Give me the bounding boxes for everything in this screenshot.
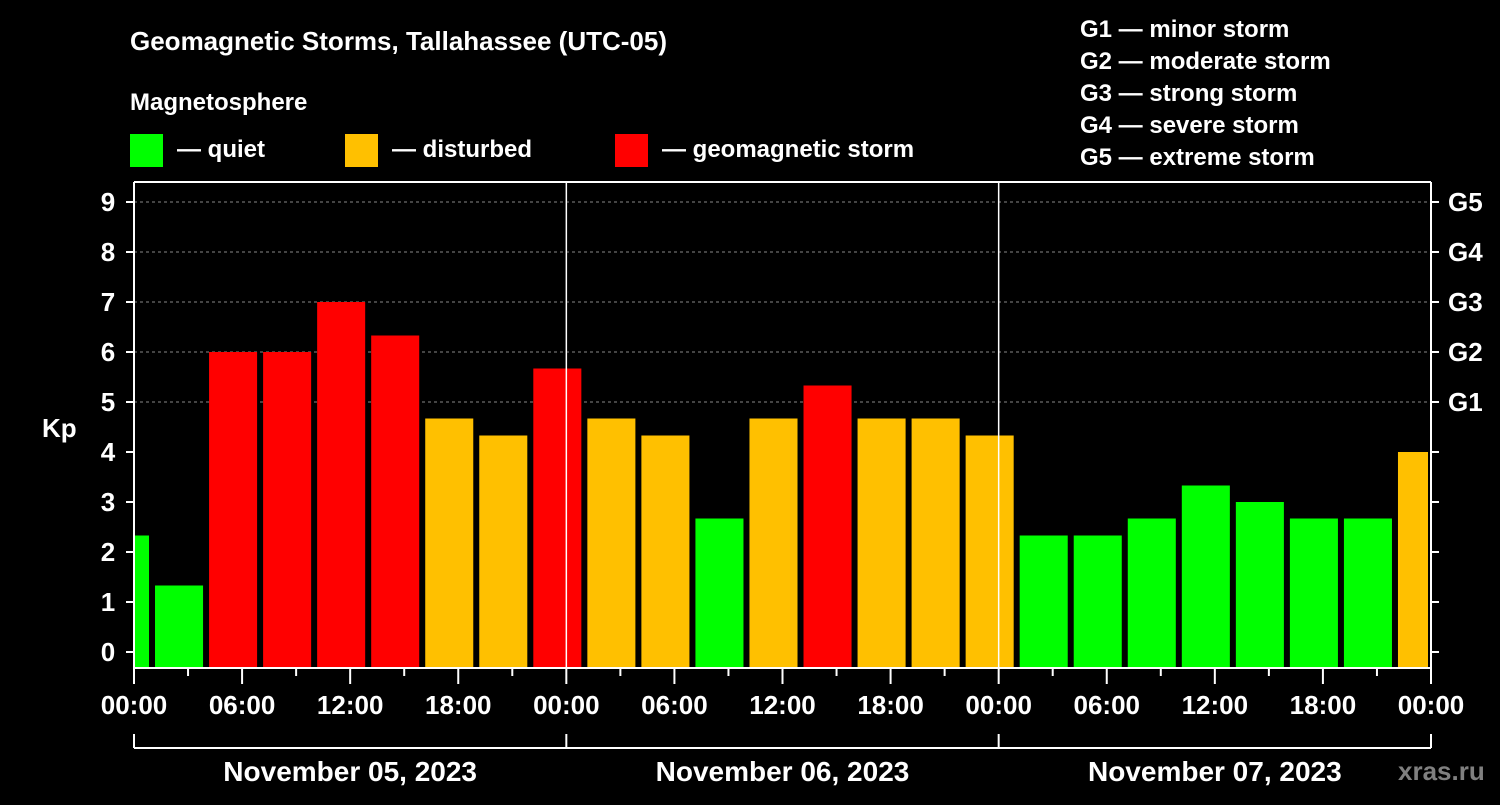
storm-scale-item: G1 — minor storm xyxy=(1080,16,1289,43)
bars xyxy=(135,302,1428,668)
legend-title: Magnetosphere xyxy=(130,89,307,116)
x-tick-label: 00:00 xyxy=(1398,690,1465,720)
date-label: November 06, 2023 xyxy=(656,756,910,787)
date-label: November 05, 2023 xyxy=(223,756,477,787)
storm-level-label: G1 xyxy=(1448,387,1483,417)
y-tick-label: 1 xyxy=(101,587,115,617)
storm-scale-item: G2 — moderate storm xyxy=(1080,48,1331,75)
legend-label: — quiet xyxy=(177,136,265,163)
kp-bar xyxy=(641,435,690,668)
legend-swatch xyxy=(345,134,378,167)
x-tick-label: 00:00 xyxy=(533,690,600,720)
storm-level-label: G3 xyxy=(1448,287,1483,317)
legend: — quiet — disturbed — geomagnetic storm xyxy=(130,134,914,167)
storm-scale-item: G4 — severe storm xyxy=(1080,112,1299,139)
watermark: xras.ru xyxy=(1398,756,1485,786)
y-tick-label: 4 xyxy=(101,437,116,467)
x-tick-label: 06:00 xyxy=(1074,690,1141,720)
y-tick-label: 5 xyxy=(101,387,115,417)
storm-scale-item: G5 — extreme storm xyxy=(1080,144,1315,171)
kp-bar xyxy=(1235,502,1284,668)
y-tick-label: 7 xyxy=(101,287,115,317)
y-axis-label: Kp xyxy=(42,413,77,443)
x-tick-label: 12:00 xyxy=(317,690,384,720)
storm-level-label: G4 xyxy=(1448,237,1483,267)
x-tick-label: 00:00 xyxy=(101,690,168,720)
kp-bar xyxy=(1019,535,1068,668)
kp-bar xyxy=(803,385,852,668)
kp-bar xyxy=(965,435,1014,668)
legend-label: — disturbed xyxy=(392,136,532,163)
kp-bar xyxy=(209,352,258,668)
x-tick-label: 18:00 xyxy=(857,690,924,720)
kp-bar xyxy=(587,418,636,668)
y-tick-label: 6 xyxy=(101,337,115,367)
x-tick-label: 18:00 xyxy=(1290,690,1357,720)
legend-swatch xyxy=(615,134,648,167)
axes: 0 1 2 3 4 5 6 7 8 9 G1 G2 G3 G4 G5 00:00 06:00 12:00 18:00… xyxy=(101,181,1483,787)
kp-bar xyxy=(1343,518,1392,668)
x-tick-label: 18:00 xyxy=(425,690,492,720)
kp-bar xyxy=(479,435,528,668)
kp-bar xyxy=(533,368,582,668)
storm-scale-legend: G1 — minor storm G2 — moderate storm G3 — … xyxy=(1080,16,1331,171)
kp-bar xyxy=(1397,452,1428,668)
kp-bar xyxy=(317,302,366,668)
storm-level-label: G5 xyxy=(1448,187,1483,217)
storm-scale-item: G3 — strong storm xyxy=(1080,80,1297,107)
kp-bar xyxy=(425,418,474,668)
x-tick-label: 06:00 xyxy=(641,690,708,720)
y-tick-label: 9 xyxy=(101,187,115,217)
kp-bar xyxy=(749,418,798,668)
kp-bar xyxy=(1181,485,1230,668)
kp-bar xyxy=(911,418,960,668)
legend-label: — geomagnetic storm xyxy=(662,136,914,163)
date-label: November 07, 2023 xyxy=(1088,756,1342,787)
x-tick-label: 12:00 xyxy=(1182,690,1249,720)
x-tick-label: 06:00 xyxy=(209,690,276,720)
kp-bar xyxy=(371,335,420,668)
kp-bar xyxy=(263,352,312,668)
kp-bar xyxy=(1289,518,1338,668)
kp-bar xyxy=(155,585,204,668)
y-tick-label: 2 xyxy=(101,537,115,567)
kp-bar xyxy=(695,518,744,668)
storm-level-label: G2 xyxy=(1448,337,1483,367)
kp-bar xyxy=(1073,535,1122,668)
kp-bar xyxy=(1127,518,1176,668)
chart-title: Geomagnetic Storms, Tallahassee (UTC-05) xyxy=(130,26,667,56)
y-tick-label: 0 xyxy=(101,637,115,667)
y-tick-label: 8 xyxy=(101,237,115,267)
kp-bar xyxy=(857,418,906,668)
x-tick-label: 00:00 xyxy=(965,690,1032,720)
x-tick-label: 12:00 xyxy=(749,690,816,720)
kp-bar xyxy=(135,535,150,668)
legend-swatch xyxy=(130,134,163,167)
y-tick-label: 3 xyxy=(101,487,115,517)
